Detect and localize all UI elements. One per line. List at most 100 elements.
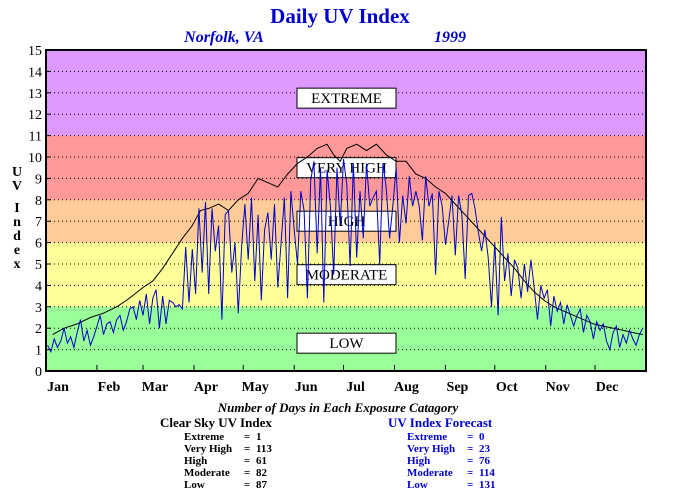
table-row: Low = 131 [407, 479, 496, 491]
equals-sign: = [467, 467, 474, 479]
table-row: Extreme = 1 [184, 431, 272, 443]
x-tick-label: Feb [98, 380, 121, 395]
x-tick-label: Aug [394, 380, 419, 395]
y-axis-label-letter: I [14, 201, 19, 216]
equals-sign: = [244, 455, 251, 467]
plot-frame [45, 49, 647, 372]
forecast-table: Extreme = 0 Very High = 23 High = 76 Moderate =… [407, 431, 496, 491]
x-tick-label: Jul [346, 380, 365, 395]
forecast-line [47, 159, 644, 354]
day-count: 23 [479, 443, 490, 455]
clear-sky-stats: Clear Sky UV Index Extreme = 1 Very High = 1… [160, 415, 272, 492]
table-row: Extreme = 0 [407, 431, 496, 443]
y-tick-label: 13 [28, 87, 42, 102]
y-tick-label: 3 [35, 301, 42, 316]
category-label: Moderate [184, 467, 230, 479]
y-axis-label-letter: e [14, 243, 20, 258]
y-tick-label: 4 [35, 279, 42, 294]
x-tick-label: Sep [447, 380, 469, 395]
x-tick-label: Apr [194, 380, 218, 395]
x-tick-label: May [242, 380, 269, 395]
equals-sign: = [244, 443, 251, 455]
x-tick-label: Nov [546, 380, 570, 395]
x-tick-label: Mar [142, 380, 168, 395]
band-label: LOW [329, 336, 364, 352]
day-count: 61 [256, 455, 267, 467]
forecast-stats: UV Index Forecast Extreme = 0 Very High = 23… [388, 415, 496, 492]
table-row: Very High = 23 [407, 443, 496, 455]
chart-title: Daily UV Index [270, 4, 410, 28]
equals-sign: = [467, 455, 474, 467]
band-label: VERY HIGH [306, 161, 387, 177]
day-count: 131 [479, 479, 496, 491]
table-row: High = 61 [184, 455, 272, 467]
equals-sign: = [244, 479, 251, 491]
table-row: Low = 87 [184, 479, 272, 491]
x-tick-label: Jun [295, 380, 318, 395]
clear-sky-line [52, 143, 643, 336]
category-label: Low [407, 479, 428, 491]
day-count: 87 [256, 479, 267, 491]
day-count: 0 [479, 431, 485, 443]
y-axis-label-letter: d [13, 229, 21, 244]
day-count: 114 [479, 467, 495, 479]
band-label-box [296, 332, 397, 354]
y-tick-label: 10 [28, 151, 42, 166]
equals-sign: = [467, 443, 474, 455]
summary-title: Number of Days in Each Exposure Catagory [217, 400, 459, 415]
equals-sign: = [244, 431, 251, 443]
y-axis-label-letter: U [12, 165, 22, 180]
x-tick-label: Oct [496, 380, 518, 395]
y-tick-label: 6 [35, 237, 42, 252]
y-tick-label: 8 [35, 194, 42, 209]
table-row: Very High = 113 [184, 443, 272, 455]
y-tick-label: 1 [35, 344, 42, 359]
band-label: HIGH [328, 214, 366, 230]
band-label-box [296, 87, 397, 109]
y-tick-label: 14 [28, 65, 42, 80]
table-row: Moderate = 82 [184, 467, 272, 479]
category-label: Low [184, 479, 205, 491]
category-label: Extreme [184, 431, 225, 443]
forecast-title: UV Index Forecast [388, 415, 493, 430]
day-count: 76 [479, 455, 490, 467]
category-label: High [407, 455, 431, 467]
day-count: 113 [256, 443, 272, 455]
clear-sky-table: Extreme = 1 Very High = 113 High = 61 Moderate… [184, 431, 272, 491]
band-label: EXTREME [311, 91, 382, 107]
day-count: 1 [256, 431, 262, 443]
category-label: High [184, 455, 208, 467]
category-label: Extreme [407, 431, 448, 443]
chart-location: Norfolk, VA [183, 29, 264, 46]
y-tick-label: 15 [28, 44, 42, 59]
equals-sign: = [467, 431, 474, 443]
y-axis-label-letter: x [14, 257, 21, 272]
series-lines [47, 143, 644, 354]
y-tick-label: 11 [29, 130, 42, 145]
category-label: Very High [184, 443, 233, 455]
category-label: Moderate [407, 467, 453, 479]
y-tick-label: 2 [35, 322, 42, 337]
x-tick-label: Dec [596, 380, 619, 395]
table-row: Moderate = 114 [407, 467, 496, 479]
y-tick-label: 5 [35, 258, 42, 273]
y-axis-label-letter: n [13, 215, 21, 230]
day-count: 82 [256, 467, 267, 479]
band-label-box [296, 264, 397, 286]
y-axis-label-letter: V [12, 179, 22, 194]
y-tick-label: 7 [35, 215, 42, 230]
y-tick-label: 0 [35, 365, 42, 380]
table-row: High = 76 [407, 455, 496, 467]
clear-sky-title: Clear Sky UV Index [160, 415, 272, 430]
y-tick-label: 9 [35, 172, 42, 187]
equals-sign: = [467, 479, 474, 491]
x-tick-label: Jan [47, 380, 69, 395]
chart-year: 1999 [434, 29, 466, 46]
y-tick-label: 12 [28, 108, 42, 123]
category-label: Very High [407, 443, 456, 455]
band-label: MODERATE [306, 268, 388, 284]
equals-sign: = [244, 467, 251, 479]
